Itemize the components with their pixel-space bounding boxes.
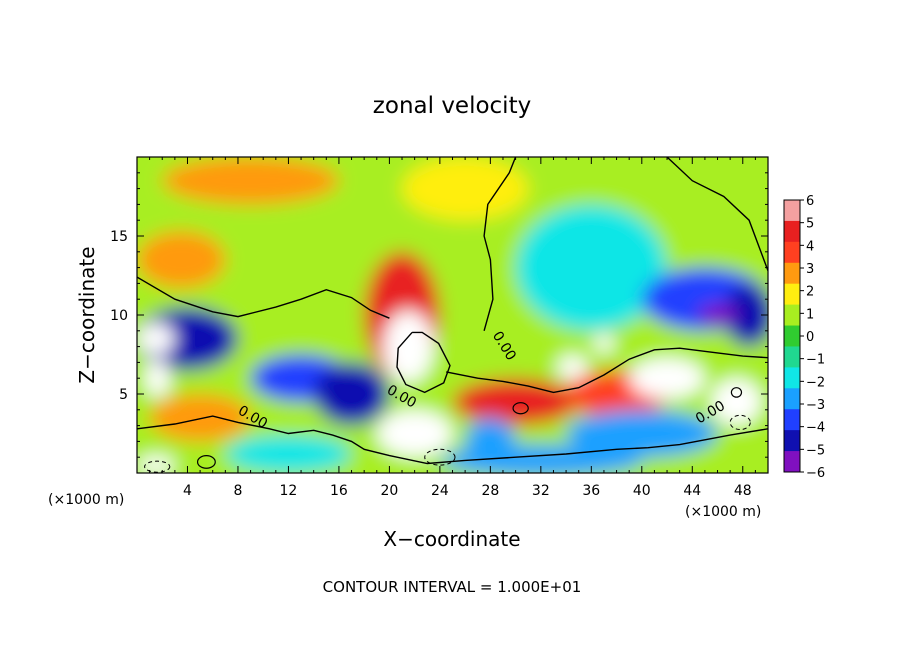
x-tick-label-3: 16 (330, 483, 348, 499)
colorbar-swatch-9 (784, 388, 800, 410)
x-unit-left: (×1000 m) (48, 492, 124, 508)
colorbar-label-10: −4 (806, 421, 825, 436)
colorbar-label-3: 3 (806, 262, 814, 277)
field-blob-18 (557, 354, 588, 380)
colorbar-swatch-5 (784, 304, 800, 327)
x-unit-right: (×1000 m) (685, 504, 761, 520)
y-tick-label-1: 10 (110, 308, 128, 324)
contour-dashed-2 (144, 460, 171, 473)
contour-line-1 (137, 415, 768, 465)
x-tick-label-2: 12 (280, 483, 298, 499)
x-tick-label-10: 44 (683, 483, 701, 499)
x-tick-label-7: 32 (532, 483, 550, 499)
x-tick-label-0: 4 (183, 483, 192, 499)
colorbar-label-11: −5 (806, 443, 825, 458)
field-blob-26 (465, 417, 516, 466)
field-blob-1 (162, 157, 339, 205)
field-blob-17 (711, 378, 762, 426)
field-blob-3 (383, 310, 434, 383)
contour-ring-1 (730, 387, 743, 398)
field-blobs (137, 157, 768, 473)
colorbar-label-6: 0 (806, 330, 814, 345)
colorbar-swatch-4 (784, 283, 800, 306)
contour-dashed-1 (729, 414, 751, 431)
velocity-field (137, 157, 768, 473)
x-tick-label-11: 48 (734, 483, 752, 499)
colorbar-label-12: −6 (806, 466, 825, 481)
contour-ring-2 (196, 455, 216, 469)
field-blob-4 (402, 157, 529, 221)
field-blob-7 (723, 283, 768, 347)
contour-line-0 (137, 276, 390, 319)
colorbar-swatch-11 (784, 430, 800, 452)
colorbar-label-4: 2 (806, 285, 814, 300)
colorbar-label-7: −1 (806, 353, 825, 368)
x-tick-label-5: 24 (431, 483, 449, 499)
y-axis-label: Z−coordinate (75, 246, 99, 383)
contour-line-2 (483, 157, 517, 331)
field-blob-10 (144, 359, 170, 398)
field-blob-8 (137, 307, 238, 371)
field-blob-13 (376, 409, 453, 458)
field-blob-5 (515, 204, 668, 331)
field-blob-9 (137, 322, 175, 355)
colorbar-label-9: −3 (806, 398, 825, 413)
colorbar-label-0: 6 (806, 194, 814, 209)
field-blob-23 (225, 435, 352, 473)
colorbar-swatch-10 (784, 409, 800, 431)
contour-interval-note: CONTOUR INTERVAL = 1.000E+01 (323, 578, 582, 596)
colorbar-swatch-7 (784, 346, 800, 368)
y-tick-label-0: 5 (119, 387, 128, 403)
field-blob-14 (452, 378, 579, 426)
colorbar-label-5: 1 (806, 307, 814, 322)
field-blob-12 (313, 362, 390, 426)
field-blob-16 (629, 357, 705, 399)
x-tick-label-8: 36 (582, 483, 600, 499)
field-blob-25 (137, 455, 175, 473)
field-blob-19 (593, 333, 615, 353)
contour-ring-0 (512, 402, 529, 415)
y-tick-label-2: 15 (110, 229, 128, 245)
x-tick-label-4: 20 (380, 483, 398, 499)
colorbar-swatch-2 (784, 241, 800, 264)
contour-line-3 (666, 157, 768, 272)
contour-line-5 (396, 331, 451, 394)
field-blob-22 (566, 409, 718, 458)
colorbar-swatch-6 (784, 325, 800, 347)
colorbar-label-2: 4 (806, 239, 814, 254)
colorbar-swatch-12 (784, 451, 800, 473)
colorbar-swatch-1 (784, 220, 800, 243)
contour-line-4 (446, 347, 768, 394)
colorbar-swatch-0 (784, 200, 800, 222)
field-blob-20 (698, 303, 737, 327)
colorbar-swatch-8 (784, 367, 800, 389)
x-axis-label: X−coordinate (383, 527, 520, 551)
x-axis-ticks: 4 8 12 16 20 24 28 32 36 40 44 48 (149, 157, 756, 499)
colorbar-label-1: 5 (806, 217, 814, 232)
field-blob-0 (137, 231, 226, 289)
colorbar-label-8: −2 (806, 375, 825, 390)
colorbar-swatch-3 (784, 262, 800, 285)
colorbar: 6 5 4 3 2 1 0 −1 −2 −3 −4 −5 −6 (783, 194, 825, 481)
field-blob-21 (149, 394, 251, 442)
contour-dashed-0 (424, 448, 456, 466)
x-tick-label-9: 40 (633, 483, 651, 499)
y-axis-ticks: 5 10 15 (110, 172, 768, 458)
chart-title: zonal velocity (373, 93, 531, 119)
x-tick-label-1: 8 (233, 483, 242, 499)
x-tick-label-6: 28 (481, 483, 499, 499)
